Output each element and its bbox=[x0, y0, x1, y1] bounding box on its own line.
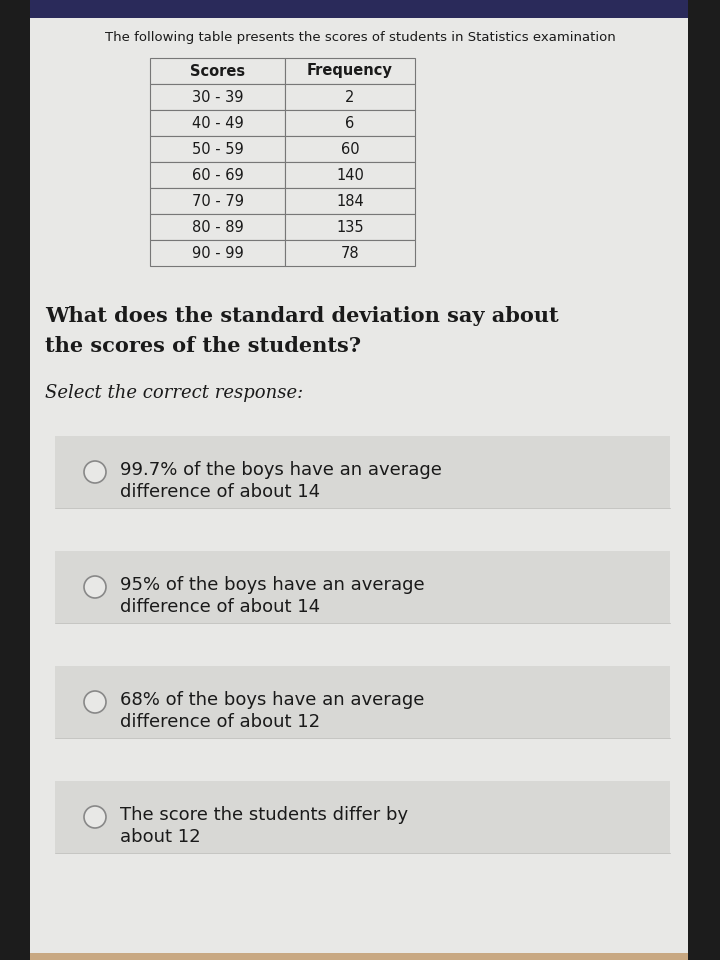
Bar bbox=[55, 551, 670, 623]
Bar bbox=[285, 214, 415, 240]
Bar bbox=[150, 58, 285, 84]
Text: 140: 140 bbox=[336, 167, 364, 182]
Text: Select the correct response:: Select the correct response: bbox=[45, 384, 303, 402]
Text: difference of about 12: difference of about 12 bbox=[120, 713, 320, 731]
Text: 90 - 99: 90 - 99 bbox=[192, 246, 243, 260]
Text: 60: 60 bbox=[341, 141, 359, 156]
Text: 70 - 79: 70 - 79 bbox=[192, 194, 243, 208]
Text: 78: 78 bbox=[341, 246, 359, 260]
Bar bbox=[285, 58, 415, 84]
Circle shape bbox=[84, 691, 106, 713]
Bar bbox=[55, 666, 670, 738]
Text: The following table presents the scores of students in Statistics examination: The following table presents the scores … bbox=[104, 32, 616, 44]
Bar bbox=[285, 110, 415, 136]
Bar bbox=[150, 188, 285, 214]
Text: The score the students differ by: The score the students differ by bbox=[120, 806, 408, 824]
Bar bbox=[285, 240, 415, 266]
Bar bbox=[30, 0, 688, 18]
Text: difference of about 14: difference of about 14 bbox=[120, 598, 320, 616]
Text: 99.7% of the boys have an average: 99.7% of the boys have an average bbox=[120, 461, 442, 479]
Text: What does the standard deviation say about: What does the standard deviation say abo… bbox=[45, 306, 559, 326]
Text: 40 - 49: 40 - 49 bbox=[192, 115, 243, 131]
Bar bbox=[285, 188, 415, 214]
Bar bbox=[150, 136, 285, 162]
Text: 95% of the boys have an average: 95% of the boys have an average bbox=[120, 576, 425, 594]
Text: the scores of the students?: the scores of the students? bbox=[45, 336, 361, 356]
Text: difference of about 14: difference of about 14 bbox=[120, 483, 320, 501]
Bar bbox=[285, 162, 415, 188]
Circle shape bbox=[84, 461, 106, 483]
Bar bbox=[0, 0, 30, 960]
Circle shape bbox=[84, 576, 106, 598]
Text: 60 - 69: 60 - 69 bbox=[192, 167, 243, 182]
Text: 2: 2 bbox=[346, 89, 355, 105]
Text: 68% of the boys have an average: 68% of the boys have an average bbox=[120, 691, 424, 709]
Text: 6: 6 bbox=[346, 115, 355, 131]
Text: 184: 184 bbox=[336, 194, 364, 208]
Bar bbox=[150, 162, 285, 188]
Text: Scores: Scores bbox=[190, 63, 245, 79]
Text: 30 - 39: 30 - 39 bbox=[192, 89, 243, 105]
Bar bbox=[150, 214, 285, 240]
Bar bbox=[150, 84, 285, 110]
Text: 80 - 89: 80 - 89 bbox=[192, 220, 243, 234]
Text: about 12: about 12 bbox=[120, 828, 201, 846]
Text: Frequency: Frequency bbox=[307, 63, 393, 79]
Text: 50 - 59: 50 - 59 bbox=[192, 141, 243, 156]
Bar bbox=[285, 84, 415, 110]
Bar bbox=[688, 0, 720, 960]
Bar bbox=[55, 781, 670, 853]
Bar bbox=[150, 240, 285, 266]
Bar bbox=[285, 136, 415, 162]
Bar bbox=[150, 110, 285, 136]
Bar bbox=[55, 436, 670, 508]
Circle shape bbox=[84, 806, 106, 828]
Text: 135: 135 bbox=[336, 220, 364, 234]
